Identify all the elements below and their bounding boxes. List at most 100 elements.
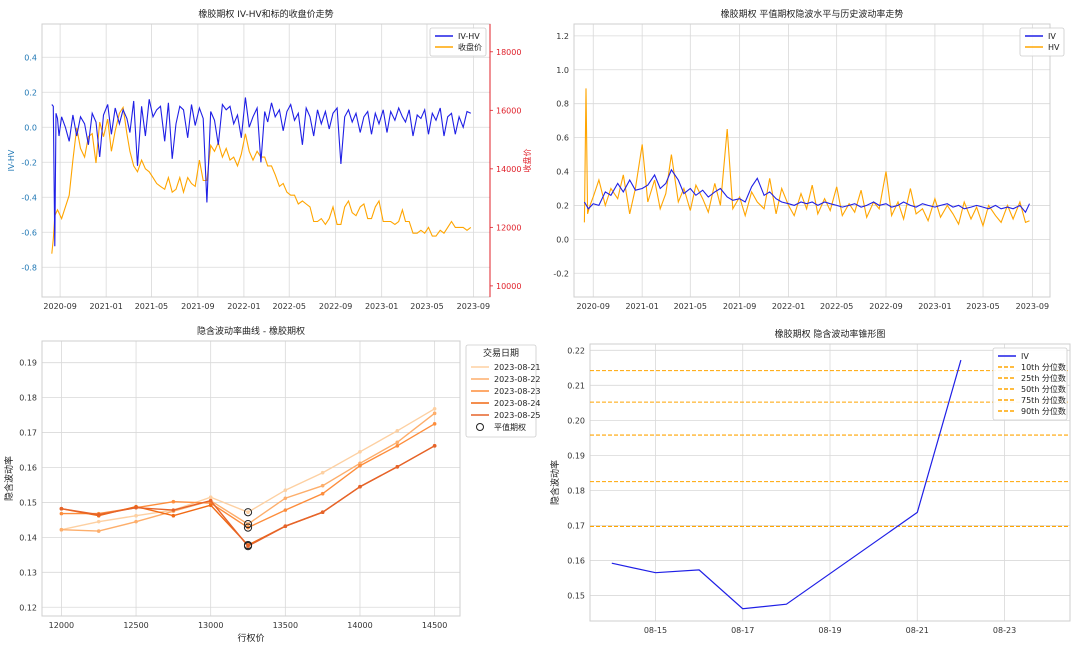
atm-marker [243,523,253,532]
y-tick-label: 0.15 [19,498,37,507]
x-tick-label: 08-23 [993,626,1016,635]
data-point [432,406,437,411]
legend-label: 收盘价 [458,42,482,52]
x-tick-label: 12000 [49,621,74,630]
data-point [246,510,250,515]
x-tick-label: 2022-09 [869,302,902,311]
data-point [395,464,400,469]
data-point [208,495,213,499]
data-point [208,498,213,503]
plot-frame [573,23,1051,298]
y-axis-label: IV-HV [7,149,16,171]
x-tick-label: 2021-05 [135,302,168,311]
x-tick-label: 12500 [123,621,148,630]
data-point [96,519,101,524]
x-tick-label: 14000 [347,621,372,630]
y-tick-label: 0.17 [567,521,585,530]
y-tick-label: 0.16 [19,463,37,472]
data-point [395,440,400,445]
data-point [395,444,400,448]
y-tick-label: -0.2 [21,158,37,167]
y-tick-label: -0.6 [21,228,37,237]
chart-title: 隐含波动率曲线 - 橡胶期权 [197,325,305,337]
y-right-tick-label: 18000 [496,48,521,57]
data-point [171,513,176,518]
chart-iv-smile: 隐含波动率曲线 - 橡胶期权 12000 12500 13000 13500 14000 1… [3,325,540,644]
x-tick-label: 2023-01 [918,302,951,311]
chart-iv-cone: 橡胶期权 隐含波动率锥形图 08-15 08-17 08-19 08-21 08-23 0.… [549,328,1071,635]
x-tick-label: 2022-01 [227,302,260,311]
x-tick-label: 2020-09 [577,302,610,311]
chart-title: 橡胶期权 平值期权隐波水平与历史波动率走势 [721,8,904,20]
data-point [320,470,325,475]
x-tick-label: 2021-09 [181,302,214,311]
legend-title: 交易日期 [483,347,519,359]
y-tick-label: 0.0 [556,235,569,244]
data-point [320,483,325,488]
series-line-hv [583,88,1030,228]
x-tick-label: 2021-01 [625,302,658,311]
data-point [432,444,437,448]
legend-label: 2023-08-21 [494,363,540,372]
data-point [59,527,64,532]
data-point [283,508,288,512]
legend-box [1019,27,1065,57]
chart-title: 橡胶期权 隐含波动率锥形图 [775,328,886,340]
data-point [208,503,213,508]
y-tick-label: 0.19 [567,451,585,460]
data-point [96,512,101,517]
data-point [358,449,362,454]
legend-label: IV [1021,352,1029,361]
data-point [171,508,176,512]
y-tick-label: 0.18 [19,394,37,403]
x-tick-label: 08-21 [906,626,929,635]
y-tick-label: -0.4 [21,193,37,202]
series-line-2023-08-24 [61,445,435,546]
x-tick-label: 08-19 [818,626,841,635]
legend-label: HV [1048,43,1060,52]
y-tick-label: 1.0 [556,66,569,75]
x-tick-label: 2023-05 [966,302,999,311]
data-point [171,499,176,504]
series-line-close-price [51,105,472,254]
data-point [59,511,64,516]
y-axis-label: 隐含波动率 [549,460,561,505]
x-tick-label: 2023-09 [457,302,490,311]
y-tick-label: 0.20 [567,416,585,425]
y-axis-label: 隐含波动率 [3,456,15,501]
legend-label: 50th 分位数 [1021,384,1066,394]
x-tick-label: 13500 [273,621,298,630]
y-right-tick-label: 10000 [496,282,521,291]
atm-marker [243,542,253,551]
data-point [283,488,288,493]
y-right-axis-label: 收盘价 [522,149,532,173]
chart-iv-hv-price: 橡胶期权 IV-HV和标的收盘价走势 2020-09 2021-01 2021-05 2… [7,8,532,311]
data-point [358,463,362,468]
legend-label: 90th 分位数 [1021,406,1066,416]
y-tick-label: 0.19 [19,359,37,368]
x-tick-label: 13000 [198,621,223,630]
y-tick-label: 0.2 [556,201,569,210]
data-point [134,513,138,518]
plot-frame [589,343,1071,622]
series-line-iv-hv [51,97,472,247]
x-tick-label: 2021-05 [674,302,707,311]
legend-label: 2023-08-23 [494,387,540,396]
legend-label: 2023-08-25 [494,411,540,420]
x-axis-label: 行权价 [237,632,264,644]
y-tick-label: 0.8 [556,100,569,109]
legend-label: 75th 分位数 [1021,395,1066,405]
data-point [96,529,101,533]
data-point [134,505,138,510]
x-tick-label: 14500 [422,621,447,630]
x-tick-label: 2021-01 [89,302,122,311]
series-line-iv [583,168,1030,214]
legend-box [429,27,487,57]
chart-title: 橡胶期权 IV-HV和标的收盘价走势 [198,8,333,20]
y-tick-label: 0.4 [24,53,37,62]
y-tick-label: 1.2 [556,32,569,41]
x-tick-label: 2023-09 [1016,302,1049,311]
y-tick-label: 0.6 [556,134,569,143]
legend-label: IV [1048,32,1056,41]
data-point [246,544,250,548]
